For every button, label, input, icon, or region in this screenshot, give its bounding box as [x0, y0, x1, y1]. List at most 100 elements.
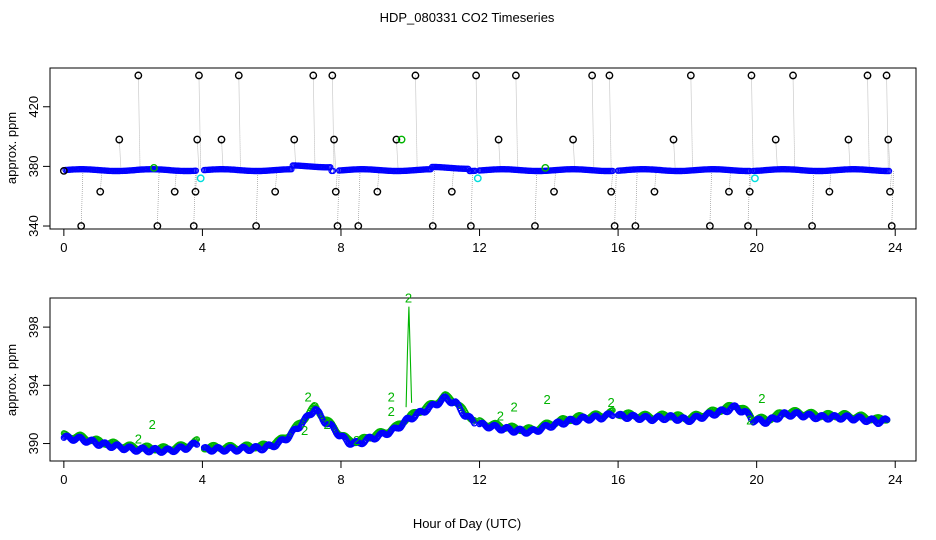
top-calibration-line [775, 139, 778, 171]
top-calibration-point [189, 222, 198, 230]
top-calibration-line [848, 139, 851, 171]
top-highlight-point [751, 174, 759, 183]
top-calibration-point [252, 222, 261, 230]
top-calibration-point [569, 135, 577, 144]
top-calibration-point [309, 71, 318, 80]
top-calibration-point [447, 187, 456, 196]
top-calibration-point [354, 222, 363, 230]
top-calibration-point [747, 71, 756, 80]
bottom-flag-label: 2 [388, 404, 395, 419]
top-calibration-line [415, 75, 418, 171]
top-calibration-point [193, 135, 202, 144]
top-calibration-line [357, 170, 361, 227]
bottom-spike-line [405, 306, 413, 408]
top-calibration-line [451, 170, 454, 192]
bottom-flag-label: 2 [497, 408, 504, 423]
top-calibration-line [312, 75, 316, 171]
top-calibration-point [217, 135, 226, 144]
bottom-x-tick-label: 16 [611, 472, 625, 487]
top-calibration-point [771, 135, 780, 144]
bottom-x-tick-label: 0 [60, 472, 67, 487]
top-calibration-point [669, 135, 678, 144]
top-calibration-line [614, 170, 617, 227]
bottom-flag-label: 2 [388, 389, 395, 404]
bottom-flag-label: 2 [353, 433, 360, 448]
top-calibration-point [59, 166, 68, 175]
top-calibration-point [531, 222, 539, 230]
top-calibration-line [572, 139, 576, 171]
top-calibration-point [789, 71, 797, 80]
top-y-tick-label: 340 [26, 215, 41, 237]
top-calibration-line [889, 170, 893, 192]
top-calibration-point [887, 222, 896, 230]
top-calibration-line [337, 170, 340, 227]
bottom-x-tick-label: 20 [749, 472, 763, 487]
bottom-points [60, 391, 891, 456]
bottom-x-tick-label: 4 [199, 472, 206, 487]
top-calibration-line [498, 139, 501, 171]
top-connector-lines [63, 75, 894, 227]
top-calibration-line [751, 75, 754, 171]
top-calibration-point [290, 135, 299, 144]
top-calibration-line [221, 139, 224, 171]
top-calibration-point [134, 71, 143, 80]
top-x-tick-label: 24 [888, 240, 902, 255]
top-calibration-point [234, 71, 243, 80]
bottom-sample-point [884, 416, 891, 423]
top-calibration-line [99, 170, 103, 192]
top-calibration-point [96, 187, 105, 196]
top-calibration-point [884, 135, 893, 144]
top-calibration-point [428, 222, 437, 230]
x-axis-label: Hour of Day (UTC) [413, 516, 521, 531]
top-calibration-point [170, 187, 179, 196]
top-y-axis-label: approx. ppm [4, 112, 19, 184]
top-calibration-point [153, 222, 162, 230]
top-calibration-point [588, 71, 597, 80]
top-sample-point [192, 167, 199, 174]
top-x-tick-label: 0 [60, 240, 67, 255]
top-calibration-point [330, 135, 338, 144]
top-calibration-point [115, 135, 124, 144]
top-calibration-line [534, 170, 538, 227]
top-calibration-line [690, 75, 693, 171]
top-x-tick-label: 12 [472, 240, 486, 255]
top-calibration-line [255, 170, 259, 227]
top-sample-point [471, 167, 479, 174]
bottom-flag-label: 2 [543, 392, 550, 407]
bottom-plot-frame [49, 297, 917, 462]
top-calibration-line [470, 170, 473, 227]
top-calibration-point [373, 187, 382, 196]
top-calibration-point [650, 187, 659, 196]
bottom-flag-label: 2 [758, 391, 765, 406]
top-highlight-point [150, 163, 158, 172]
top-calibration-line [396, 139, 399, 171]
bottom-flag-label: 2 [746, 413, 753, 428]
top-points [59, 71, 896, 230]
top-calibration-point [512, 71, 520, 80]
top-calibration-line [195, 170, 198, 192]
top-calibration-point [331, 187, 340, 196]
top-calibration-point [195, 71, 203, 80]
bottom-sample-point [193, 441, 201, 448]
top-calibration-point [886, 187, 894, 196]
top-panel: 0 4 8 12 16 20 24 340 380 420 approx. ppm [4, 67, 917, 255]
top-calibration-line [515, 75, 518, 171]
top-calibration-point [333, 222, 342, 230]
top-calibration-line [274, 170, 278, 192]
top-calibration-point [825, 187, 834, 196]
top-x-tick-label: 4 [199, 240, 206, 255]
bottom-flag-label: 2 [324, 417, 331, 432]
top-calibration-point [271, 187, 280, 196]
bottom-flag-label: 2 [135, 432, 142, 447]
top-calibration-point [550, 187, 558, 196]
top-calibration-line [553, 170, 557, 192]
bottom-y-tick-label: 394 [26, 374, 41, 396]
top-highlight-point [397, 135, 406, 144]
bottom-connector-lines [63, 306, 888, 451]
top-highlight-point [196, 174, 205, 183]
top-calibration-point [882, 71, 891, 80]
top-calibration-line [376, 170, 380, 192]
